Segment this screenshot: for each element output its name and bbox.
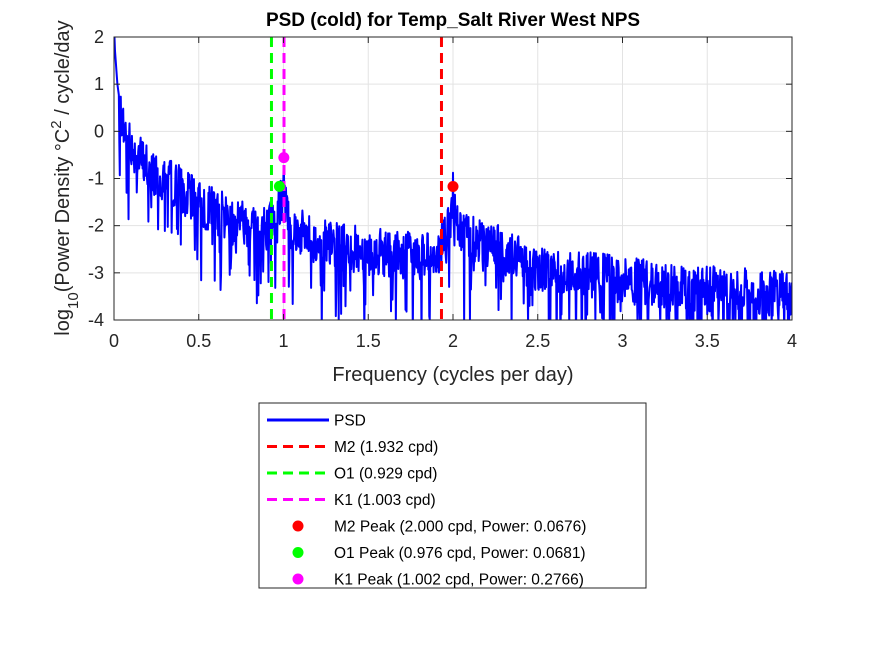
y-tick-label: 2 (94, 27, 104, 47)
y-tick-label: -3 (88, 263, 104, 283)
x-tick-label: 3.5 (695, 331, 720, 351)
legend-swatch (292, 573, 304, 585)
x-axis-label: Frequency (cycles per day) (332, 364, 573, 386)
x-tick-label: 2 (448, 331, 458, 351)
x-tick-label: 1.5 (356, 331, 381, 351)
psd-series-line (114, 37, 792, 320)
chart-title: PSD (cold) for Temp_Salt River West NPS (266, 10, 640, 31)
legend-label: O1 Peak (0.976 cpd, Power: 0.0681) (334, 545, 586, 562)
legend-label: K1 Peak (1.002 cpd, Power: 0.2766) (334, 572, 584, 589)
x-tick-label: 0.5 (186, 331, 211, 351)
y-tick-label: -1 (88, 169, 104, 189)
legend-label: PSD (334, 413, 366, 430)
legend-label: K1 (1.003 cpd) (334, 492, 436, 509)
legend: PSD M2 (1.932 cpd) O1 (0.929 cpd) K1 (1.003… (258, 402, 647, 589)
x-tick-label: 2.5 (525, 331, 550, 351)
y-tick-label: -4 (88, 310, 104, 330)
peak-marker-k1 (278, 152, 290, 164)
legend-swatch (292, 547, 304, 558)
y-axis-label: log10(Power Density °C2 / cycle/day (48, 20, 82, 335)
legend-label: O1 (0.929 cpd) (334, 466, 437, 483)
peak-marker-m2 (447, 181, 459, 193)
legend-box (258, 402, 647, 589)
x-tick-label: 4 (787, 331, 797, 351)
y-tick-label: 1 (94, 74, 104, 94)
x-tick-label: 1 (278, 331, 288, 351)
legend-swatch (292, 520, 304, 532)
peak-marker-o1 (273, 180, 285, 192)
y-tick-label: 0 (94, 121, 104, 141)
legend-label: M2 (1.932 cpd) (334, 439, 438, 456)
legend-label: M2 Peak (2.000 cpd, Power: 0.0676) (334, 519, 586, 536)
x-tick-label: 3 (617, 331, 627, 351)
x-tick-label: 0 (109, 331, 119, 351)
y-tick-label: -2 (88, 216, 104, 236)
